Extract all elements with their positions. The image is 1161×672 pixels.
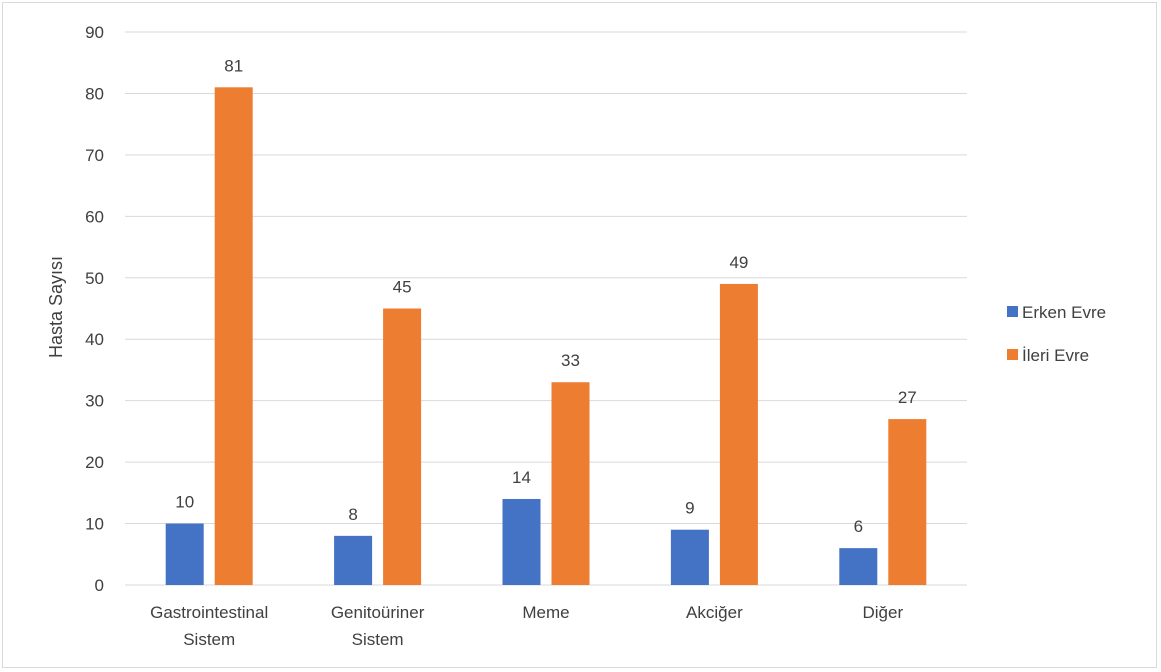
x-category-label: Gastrointestinal — [150, 603, 268, 622]
y-tick-label: 0 — [95, 576, 104, 595]
bar — [214, 87, 253, 586]
data-label: 81 — [224, 56, 243, 75]
y-tick-label: 80 — [85, 84, 104, 103]
data-labels: 10 81 8 45 14 33 9 49 6 27 — [175, 56, 917, 536]
x-category-label: Meme — [522, 603, 569, 622]
x-category-label: Sistem — [183, 630, 235, 649]
data-label: 8 — [348, 505, 357, 524]
bar — [719, 283, 758, 585]
x-category-label: Diğer — [862, 603, 903, 622]
x-axis-categories: Gastrointestinal Sistem Genitoüriner Sistem… — [150, 603, 903, 649]
legend-label: İleri Evre — [1022, 346, 1089, 365]
y-axis-label: Hasta Sayısı — [46, 256, 66, 358]
y-axis-ticks: 0 10 20 30 40 50 60 70 80 90 — [85, 23, 104, 595]
bar — [502, 498, 541, 585]
data-label: 6 — [854, 517, 863, 536]
data-label: 33 — [561, 351, 580, 370]
data-label: 27 — [898, 388, 917, 407]
legend-swatch — [1007, 306, 1018, 317]
data-label: 49 — [729, 253, 748, 272]
bar — [839, 548, 878, 585]
y-tick-label: 90 — [85, 23, 104, 42]
bar — [670, 529, 709, 585]
legend-label: Erken Evre — [1022, 303, 1106, 322]
x-category-label: Sistem — [352, 630, 404, 649]
bar — [334, 535, 373, 585]
bar — [383, 308, 422, 585]
y-tick-label: 30 — [85, 392, 104, 411]
legend: Erken Evre İleri Evre — [1007, 303, 1106, 365]
bar — [165, 523, 204, 585]
y-tick-label: 50 — [85, 269, 104, 288]
data-label: 14 — [512, 468, 531, 487]
y-tick-label: 10 — [85, 515, 104, 534]
bars — [165, 87, 927, 586]
y-tick-label: 40 — [85, 330, 104, 349]
x-category-label: Akciğer — [686, 603, 743, 622]
y-tick-label: 20 — [85, 453, 104, 472]
gridlines — [125, 31, 967, 586]
data-label: 10 — [175, 493, 194, 512]
bar — [551, 382, 590, 585]
bar — [888, 419, 927, 585]
data-label: 45 — [393, 278, 412, 297]
x-category-label: Genitoüriner — [331, 603, 425, 622]
y-tick-label: 60 — [85, 207, 104, 226]
legend-swatch — [1007, 349, 1018, 360]
data-label: 9 — [685, 499, 694, 518]
y-tick-label: 70 — [85, 146, 104, 165]
